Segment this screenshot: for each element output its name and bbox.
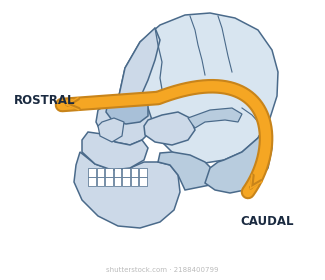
Polygon shape: [106, 97, 148, 124]
Polygon shape: [97, 177, 104, 186]
Polygon shape: [98, 118, 124, 142]
Text: ROSTRAL: ROSTRAL: [14, 94, 75, 106]
Polygon shape: [88, 168, 96, 177]
Polygon shape: [105, 168, 112, 177]
Polygon shape: [139, 177, 147, 186]
Polygon shape: [88, 177, 96, 186]
Polygon shape: [74, 152, 180, 228]
Polygon shape: [105, 177, 112, 186]
Polygon shape: [97, 168, 104, 177]
Polygon shape: [113, 177, 121, 186]
Polygon shape: [131, 177, 138, 186]
Text: CAUDAL: CAUDAL: [240, 215, 293, 228]
Polygon shape: [122, 177, 129, 186]
Polygon shape: [113, 168, 121, 177]
Polygon shape: [122, 168, 129, 177]
Polygon shape: [188, 108, 242, 128]
Polygon shape: [118, 13, 278, 163]
Polygon shape: [139, 168, 147, 177]
Polygon shape: [96, 98, 152, 145]
Text: shutterstock.com · 2188400799: shutterstock.com · 2188400799: [106, 267, 218, 273]
Polygon shape: [82, 132, 148, 170]
Polygon shape: [205, 120, 272, 193]
Polygon shape: [118, 28, 160, 110]
Polygon shape: [131, 168, 138, 177]
Polygon shape: [144, 112, 195, 145]
Polygon shape: [158, 152, 215, 190]
